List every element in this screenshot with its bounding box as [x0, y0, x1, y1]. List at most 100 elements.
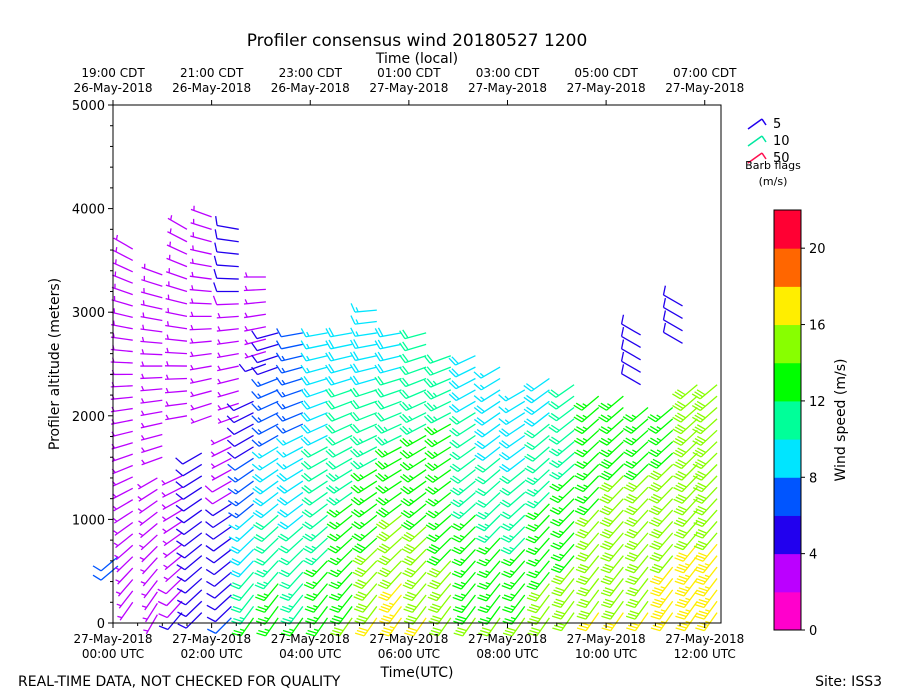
wind-barb	[276, 328, 303, 338]
wind-barb	[498, 400, 526, 414]
wind-barb	[165, 321, 188, 330]
wind-barb	[376, 548, 402, 566]
wind-barb	[424, 423, 452, 436]
wind-barb	[675, 600, 698, 620]
wind-barb	[452, 594, 476, 614]
wind-barb	[502, 594, 526, 614]
wind-barb	[625, 578, 649, 597]
wind-barb	[165, 268, 188, 280]
barb-legend-value: 5	[773, 117, 781, 132]
wind-barb	[650, 578, 674, 597]
wind-barb	[399, 446, 427, 459]
x-tick-label-date: 27-May-2018	[567, 632, 646, 646]
wind-barb	[177, 612, 203, 629]
wind-barb	[276, 491, 304, 506]
wind-barb	[244, 312, 266, 319]
wind-barb	[176, 532, 203, 547]
wind-barb	[425, 491, 452, 507]
wind-barb	[499, 469, 526, 484]
wind-barb	[165, 281, 188, 293]
wind-barb	[303, 571, 328, 590]
wind-barb	[279, 571, 304, 590]
wind-barb	[673, 509, 698, 528]
wind-barb	[625, 555, 649, 574]
wind-barb	[229, 548, 254, 566]
wind-barb	[189, 258, 212, 268]
wind-barb	[350, 503, 378, 518]
wind-barb	[206, 583, 232, 599]
wind-barb	[190, 232, 212, 243]
wind-barb	[376, 526, 402, 542]
wind-barb	[691, 395, 718, 412]
colorbar-tick-label: 16	[809, 319, 826, 334]
wind-barb	[475, 514, 501, 532]
wind-barb	[92, 565, 119, 581]
wind-barb	[278, 560, 304, 578]
wind-barb	[551, 600, 575, 620]
wind-barb	[325, 375, 353, 386]
x-top-tick-label-time: 01:00 CDT	[377, 66, 441, 80]
wind-barb	[672, 384, 698, 400]
wind-barb	[227, 480, 254, 495]
wind-barb	[575, 532, 600, 551]
wind-barb	[349, 411, 378, 422]
wind-barb	[140, 324, 163, 333]
wind-barb	[304, 594, 329, 613]
wind-barb	[650, 589, 674, 609]
wind-barb	[403, 594, 427, 613]
wind-barb	[648, 452, 674, 469]
wind-barb	[620, 314, 641, 336]
wind-barb	[210, 446, 232, 458]
wind-barb	[573, 407, 600, 423]
wind-barb	[300, 340, 328, 350]
wind-barb	[325, 339, 353, 350]
wind-barb	[399, 389, 427, 400]
wind-barb	[162, 532, 183, 547]
x-top-tick-label-date: 27-May-2018	[665, 81, 744, 95]
colorbar-tick-label: 4	[809, 548, 817, 563]
wind-barb	[424, 480, 452, 495]
wind-barb	[251, 423, 279, 435]
wind-barb	[305, 617, 329, 637]
wind-barb	[115, 579, 134, 597]
wind-barb	[527, 617, 550, 637]
wind-barb	[353, 571, 378, 590]
x-tick-label-time: 04:00 UTC	[279, 647, 341, 661]
wind-barb	[648, 475, 674, 493]
wind-barb	[213, 255, 239, 268]
wind-barb	[550, 555, 575, 574]
wind-barb	[399, 400, 427, 412]
x-tick-label-time: 00:00 UTC	[82, 647, 144, 661]
wind-barb	[326, 514, 353, 530]
y-axis-label: Profiler altitude (meters)	[47, 278, 63, 450]
wind-barb	[275, 376, 304, 386]
wind-barb	[92, 556, 119, 572]
wind-barb	[399, 353, 427, 364]
wind-barb	[176, 577, 203, 594]
wind-barb	[673, 475, 698, 493]
wind-barb	[598, 429, 624, 446]
wind-barb	[303, 560, 328, 578]
wind-barb	[624, 543, 649, 562]
wind-barb	[214, 242, 239, 255]
wind-barb	[177, 600, 203, 618]
colorbar-swatch	[774, 477, 801, 516]
wind-barb	[327, 548, 353, 566]
wind-barb	[379, 606, 402, 625]
wind-barb	[623, 429, 649, 446]
wind-barb	[448, 389, 476, 402]
wind-barb	[692, 441, 718, 458]
wind-barb	[476, 537, 501, 555]
wind-barb	[399, 457, 427, 471]
wind-barb	[141, 456, 163, 466]
x-top-tick-label-date: 27-May-2018	[468, 81, 547, 95]
wind-barb	[375, 514, 402, 530]
wind-barb	[112, 499, 134, 512]
wind-barb	[548, 441, 575, 457]
wind-barb	[350, 457, 378, 470]
wind-barb	[167, 215, 188, 230]
wind-barb	[349, 399, 378, 410]
colorbar-swatch	[774, 362, 801, 402]
wind-barb	[164, 361, 187, 367]
wind-barb	[190, 205, 212, 218]
